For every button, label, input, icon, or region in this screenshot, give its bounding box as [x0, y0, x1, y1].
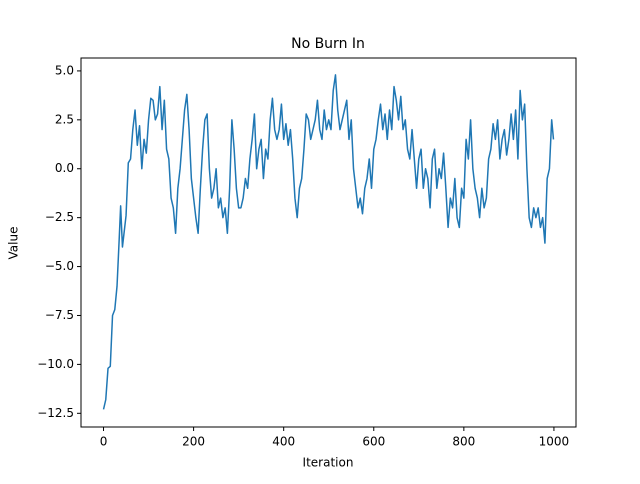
- chart-title: No Burn In: [291, 36, 365, 52]
- x-tick-label: 400: [272, 435, 295, 449]
- x-tick-label: 0: [100, 435, 108, 449]
- y-axis-label: Value: [7, 227, 21, 260]
- x-tick-label: 1000: [539, 435, 570, 449]
- data-line: [102, 74, 555, 410]
- y-tick-label: −10.0: [37, 357, 74, 371]
- y-tick-label: 2.5: [55, 112, 74, 126]
- y-tick-label: −2.5: [45, 210, 74, 224]
- y-tick-label: 5.0: [55, 63, 74, 77]
- x-axis-label: Iteration: [303, 456, 354, 470]
- y-tick-label: 0.0: [55, 161, 74, 175]
- y-tick-label: −12.5: [37, 406, 74, 420]
- y-tick-label: −7.5: [45, 308, 74, 322]
- x-tick-label: 800: [452, 435, 475, 449]
- plot-frame: [80, 57, 577, 428]
- x-tick-label: 200: [182, 435, 205, 449]
- y-tick-label: −5.0: [45, 259, 74, 273]
- x-tick-label: 600: [362, 435, 385, 449]
